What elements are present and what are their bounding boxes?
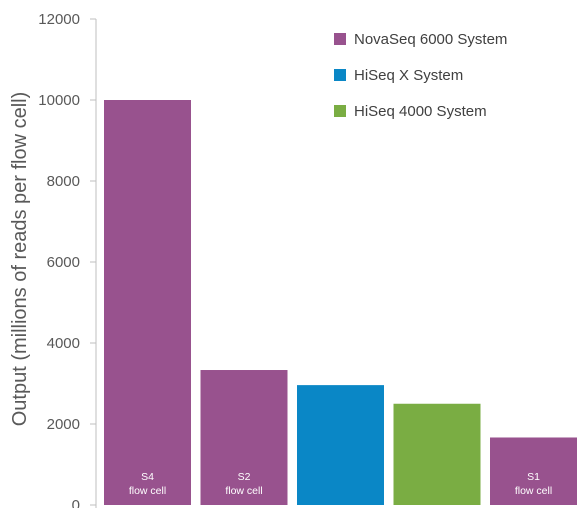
bar-label-4-line2: flow cell (515, 485, 552, 497)
bar-0 (104, 100, 191, 505)
legend-label-0: NovaSeq 6000 System (354, 31, 507, 48)
bar-labels: S4 flow cell S2 flow cell S1 flow cell (129, 471, 552, 497)
bar-label-0-line1: S4 (141, 471, 154, 483)
y-tick-label-0: 0 (72, 497, 80, 508)
bar-2 (297, 385, 384, 505)
legend-label-1: HiSeq X System (354, 67, 463, 84)
legend-label-2: HiSeq 4000 System (354, 103, 487, 120)
bar-label-1-line2: flow cell (225, 485, 262, 497)
legend-swatch-1 (334, 69, 346, 81)
y-tick-label-5: 10000 (38, 92, 80, 109)
y-tick-label-2: 4000 (47, 335, 80, 352)
legend-swatch-0 (334, 33, 346, 45)
bar-1 (200, 370, 288, 505)
bar-3 (393, 403, 481, 505)
bar-label-4-line1: S1 (527, 471, 540, 483)
y-tick-label-6: 12000 (38, 11, 80, 28)
y-axis-title: Output (millions of reads per flow cell) (9, 92, 31, 427)
y-tick-label-3: 6000 (47, 254, 80, 271)
bar-label-1-line1: S2 (238, 471, 251, 483)
y-axis: 0 2000 4000 6000 8000 10000 12000 (38, 11, 97, 508)
bar-4 (490, 437, 577, 505)
bars (104, 100, 577, 505)
legend: NovaSeq 6000 System HiSeq X System HiSeq 4… (334, 31, 507, 120)
y-tick-label-4: 8000 (47, 173, 80, 190)
y-tick-label-1: 2000 (47, 416, 80, 433)
legend-swatch-2 (334, 105, 346, 117)
bar-label-0-line2: flow cell (129, 485, 166, 497)
